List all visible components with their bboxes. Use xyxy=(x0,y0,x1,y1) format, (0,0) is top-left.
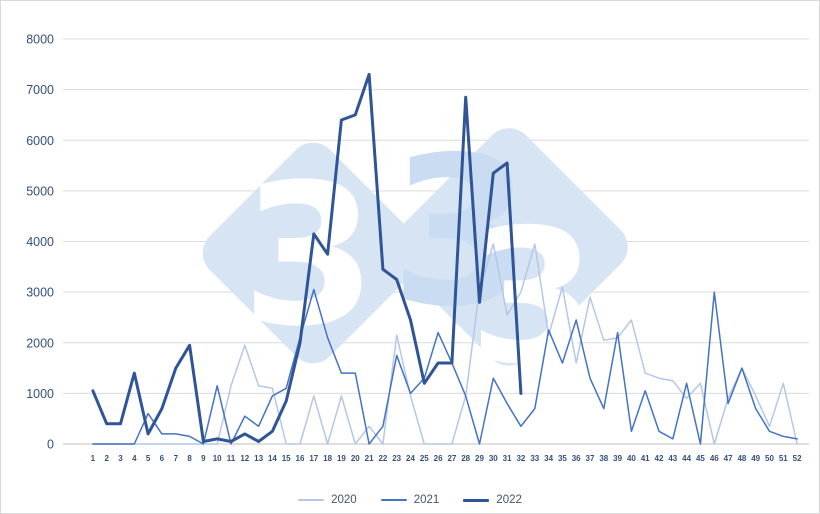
x-tick-label: 45 xyxy=(696,454,705,463)
x-tick-label: 27 xyxy=(447,454,456,463)
legend-item-2021: 2021 xyxy=(380,494,440,506)
x-tick-label: 35 xyxy=(558,454,567,463)
x-tick-label: 44 xyxy=(682,454,691,463)
x-tick-label: 34 xyxy=(544,454,553,463)
legend-swatch-2020 xyxy=(298,499,325,501)
x-tick-label: 19 xyxy=(337,454,346,463)
x-tick-label: 17 xyxy=(309,454,318,463)
x-tick-label: 49 xyxy=(751,454,760,463)
x-tick-label: 4 xyxy=(132,454,137,463)
x-tick-label: 11 xyxy=(227,454,236,463)
y-tick-label: 8000 xyxy=(26,33,54,47)
watermark-diamond xyxy=(390,128,628,366)
x-tick-label: 36 xyxy=(572,454,581,463)
x-tick-label: 31 xyxy=(503,454,512,463)
x-tick-label: 20 xyxy=(351,454,360,463)
legend-label-2020: 2020 xyxy=(331,494,357,506)
series-lines xyxy=(91,72,798,445)
x-tick-label: 5 xyxy=(146,454,151,463)
x-tick-label: 42 xyxy=(655,454,664,463)
x-tick-label: 39 xyxy=(613,454,622,463)
x-tick-label: 47 xyxy=(724,454,733,463)
watermark-glyph: 3 xyxy=(241,142,377,369)
legend: 2020 2021 2022 xyxy=(1,494,819,506)
x-tick-label: 28 xyxy=(461,454,470,463)
x-tick-label: 2 xyxy=(104,454,109,463)
x-tick-label: 18 xyxy=(323,454,332,463)
legend-label-2022: 2022 xyxy=(496,494,522,506)
legend-item-2020: 2020 xyxy=(298,494,357,506)
x-tick-label: 30 xyxy=(489,454,498,463)
watermark-glyph: 3 xyxy=(469,189,598,405)
x-tick-label: 6 xyxy=(160,454,165,463)
x-tick-label: 10 xyxy=(213,454,222,463)
x-tick-label: 12 xyxy=(240,454,249,463)
legend-item-2022: 2022 xyxy=(463,494,522,506)
x-tick-label: 29 xyxy=(475,454,484,463)
x-tick-label: 33 xyxy=(530,454,539,463)
x-tick-label: 1 xyxy=(91,454,96,463)
y-tick-label: 1000 xyxy=(26,387,54,401)
x-tick-label: 50 xyxy=(765,454,774,463)
y-tick-label: 5000 xyxy=(26,184,54,198)
x-tick-label: 32 xyxy=(516,454,525,463)
x-tick-label: 23 xyxy=(392,454,401,463)
series-2022-line xyxy=(91,72,523,443)
x-tick-label: 38 xyxy=(599,454,608,463)
x-tick-label: 40 xyxy=(627,454,636,463)
x-tick-label: 21 xyxy=(365,454,374,463)
x-tick-label: 3 xyxy=(118,454,123,463)
legend-swatch-2022 xyxy=(463,498,490,502)
watermark: 3 33 xyxy=(202,114,628,405)
x-tick-label: 24 xyxy=(406,454,415,463)
watermark-diamond xyxy=(202,142,424,364)
x-tick-label: 43 xyxy=(668,454,677,463)
y-tick-label: 7000 xyxy=(26,83,54,97)
y-tick-label: 4000 xyxy=(26,235,54,249)
y-tick-label: 0 xyxy=(47,438,54,452)
x-tick-label: 37 xyxy=(586,454,595,463)
x-tick-label: 16 xyxy=(296,454,305,463)
legend-swatch-2021 xyxy=(380,499,407,501)
x-tick-label: 52 xyxy=(793,454,802,463)
y-tick-label: 6000 xyxy=(26,134,54,148)
y-tick-label: 3000 xyxy=(26,286,54,300)
series-2020-line xyxy=(92,243,798,445)
x-tick-label: 7 xyxy=(174,454,179,463)
x-axis-labels: 1 2 3 4 5 6 7 8 9 10 11 12 13 14 15 16 17 18 19 20 21 22 23 24 2… xyxy=(91,454,802,463)
x-tick-label: 51 xyxy=(779,454,788,463)
gridlines: 0 1000 2000 3000 4000 5000 6000 7000 8000 xyxy=(26,33,809,452)
x-tick-label: 8 xyxy=(187,454,192,463)
x-tick-label: 48 xyxy=(737,454,746,463)
y-tick-label: 2000 xyxy=(26,336,54,350)
x-tick-label: 22 xyxy=(378,454,387,463)
x-tick-label: 9 xyxy=(201,454,206,463)
x-tick-label: 13 xyxy=(254,454,263,463)
x-tick-label: 14 xyxy=(268,454,277,463)
x-tick-label: 15 xyxy=(282,454,291,463)
series-2021-line xyxy=(92,288,798,445)
x-tick-label: 46 xyxy=(710,454,719,463)
legend-label-2021: 2021 xyxy=(413,494,440,506)
x-tick-label: 26 xyxy=(434,454,443,463)
x-tick-label: 41 xyxy=(641,454,650,463)
x-tick-label: 25 xyxy=(420,454,429,463)
